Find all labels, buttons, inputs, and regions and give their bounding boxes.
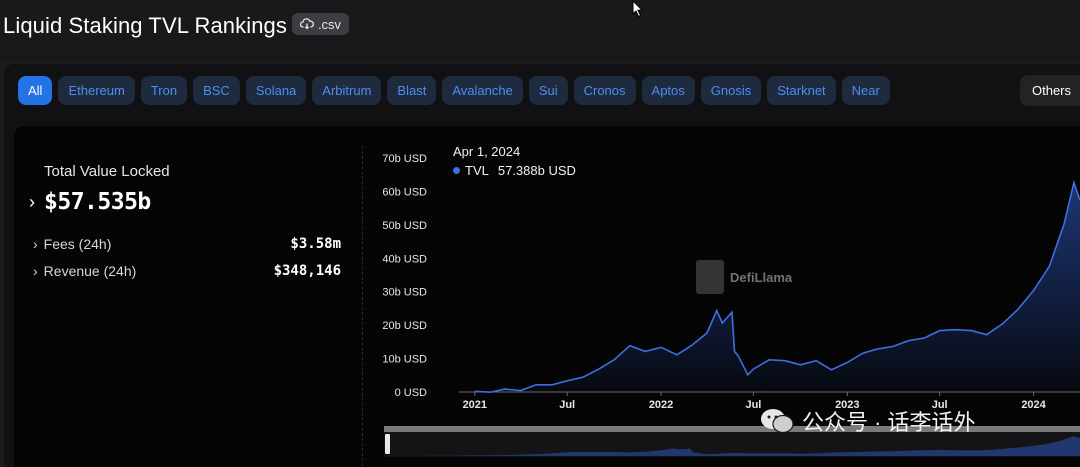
chevron-right-icon: ›: [33, 263, 38, 279]
revenue-row[interactable]: › Revenue (24h): [33, 263, 136, 279]
x-tick-label: 2021: [463, 399, 487, 411]
x-tick-label: Jul: [745, 399, 761, 411]
chevron-right-icon[interactable]: ›: [29, 192, 35, 212]
tvl-label: Total Value Locked: [44, 163, 170, 180]
revenue-label: Revenue (24h): [43, 263, 137, 279]
tvl-line: [474, 179, 1080, 394]
tooltip-series: TVL 57.388b USD: [453, 163, 576, 178]
cloud-download-icon: [299, 18, 314, 30]
tooltip-value: 57.388b USD: [497, 163, 576, 178]
y-tick-label: 40b USD: [382, 253, 427, 265]
y-tick-label: 20b USD: [382, 320, 427, 332]
tab-blast[interactable]: Blast: [387, 76, 437, 105]
series-dot: [453, 167, 460, 174]
x-tick-label: Jul: [932, 399, 948, 411]
tab-near[interactable]: Near: [841, 76, 890, 105]
page-title: Liquid Staking TVL Rankings: [3, 13, 287, 38]
x-tick-label: 2024: [1021, 399, 1046, 411]
watermark-text: DefiLlama: [730, 269, 793, 285]
brush-area: [384, 436, 1080, 456]
tab-ethereum[interactable]: Ethereum: [58, 76, 135, 105]
tab-solana[interactable]: Solana: [245, 76, 307, 105]
tab-bsc[interactable]: BSC: [193, 76, 240, 105]
revenue-value: $348,146: [273, 263, 341, 279]
mouse-cursor-icon: [632, 0, 644, 18]
tab-arbitrum[interactable]: Arbitrum: [312, 76, 382, 105]
fees-label: Fees (24h): [43, 236, 112, 252]
y-tick-label: 50b USD: [382, 220, 427, 232]
tab-cronos[interactable]: Cronos: [573, 76, 636, 105]
llama-logo-icon: [696, 260, 724, 294]
others-dropdown[interactable]: Others: [1020, 75, 1080, 106]
y-tick-label: 0 USD: [395, 387, 427, 399]
defillama-watermark: DefiLlama: [696, 260, 792, 294]
header: Liquid Staking TVL Rankings .csv: [0, 0, 1080, 62]
y-tick-label: 60b USD: [382, 186, 427, 198]
y-tick-label: 70b USD: [382, 153, 427, 165]
csv-download-button[interactable]: .csv: [292, 13, 349, 35]
stats-divider: [362, 146, 363, 466]
time-range-brush[interactable]: [384, 426, 1080, 458]
x-tick-label: 2022: [649, 399, 673, 411]
wechat-watermark: 公众号 · 话李话外: [760, 405, 976, 437]
tab-tron[interactable]: Tron: [140, 76, 188, 105]
chart-card: [14, 126, 1080, 467]
tvl-area: [474, 182, 1080, 393]
tvl-value: $57.535b: [44, 189, 151, 215]
tab-aptos[interactable]: Aptos: [641, 76, 695, 105]
tab-sui[interactable]: Sui: [528, 76, 568, 105]
tooltip-series-name: TVL: [465, 163, 489, 178]
chevron-right-icon: ›: [33, 236, 38, 252]
tooltip-date: Apr 1, 2024: [453, 144, 521, 159]
brush-handle-left[interactable]: [385, 434, 390, 454]
chain-tabs: All Ethereum Tron BSC Solana Arbitrum Bl…: [18, 76, 890, 105]
tab-starknet[interactable]: Starknet: [767, 76, 836, 105]
wechat-icon: [761, 409, 794, 434]
fees-value: $3.58m: [290, 236, 341, 252]
tab-avalanche[interactable]: Avalanche: [442, 76, 523, 105]
tab-all[interactable]: All: [18, 76, 53, 105]
x-tick-label: 2023: [835, 399, 859, 411]
tvl-chart[interactable]: 0 USD 10b USD 20b USD 30b USD 40b USD 50b USD…: [364, 136, 1080, 426]
y-tick-label: 10b USD: [382, 354, 427, 366]
wechat-account-text: 公众号 · 话李话外: [802, 410, 976, 435]
tab-gnosis[interactable]: Gnosis: [700, 76, 762, 105]
fees-row[interactable]: › Fees (24h): [33, 236, 111, 252]
x-tick-label: Jul: [559, 399, 575, 411]
csv-label: .csv: [317, 16, 342, 32]
y-tick-label: 30b USD: [382, 287, 427, 299]
